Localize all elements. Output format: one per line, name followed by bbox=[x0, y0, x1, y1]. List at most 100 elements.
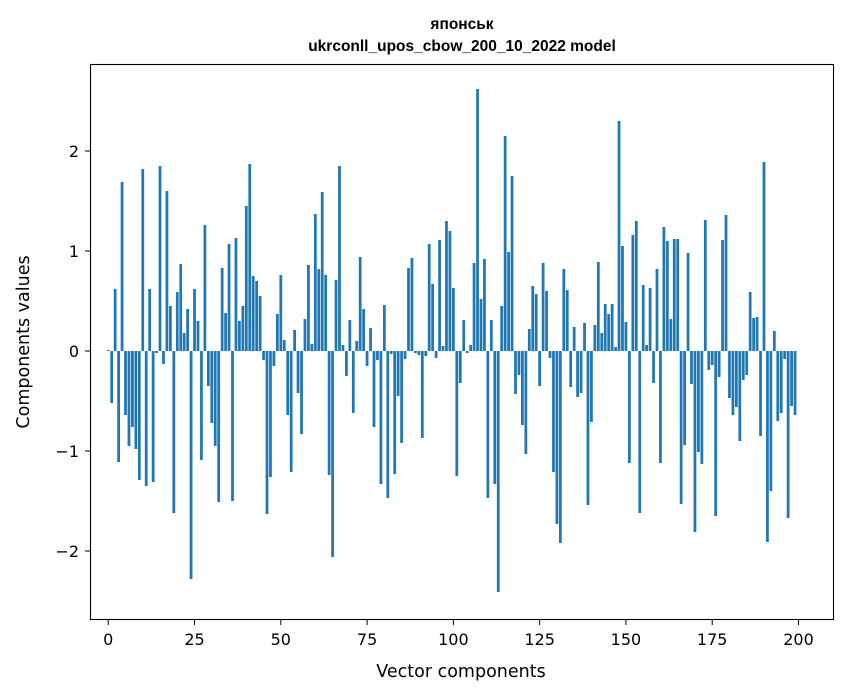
bar bbox=[714, 351, 718, 516]
bar bbox=[186, 309, 190, 351]
bar bbox=[479, 299, 483, 351]
bar bbox=[341, 345, 345, 351]
bar bbox=[524, 351, 528, 454]
bar bbox=[662, 227, 666, 351]
bar bbox=[572, 327, 576, 351]
bar bbox=[500, 306, 504, 351]
bar bbox=[334, 280, 338, 351]
bar bbox=[507, 252, 510, 351]
bar bbox=[414, 351, 417, 353]
bar bbox=[752, 318, 755, 351]
bar bbox=[476, 89, 479, 351]
bar bbox=[279, 275, 283, 351]
bar bbox=[766, 351, 769, 542]
bar bbox=[137, 351, 141, 480]
bar bbox=[262, 351, 265, 360]
bar bbox=[300, 351, 303, 434]
bar bbox=[403, 351, 407, 359]
bar bbox=[683, 351, 686, 445]
bar bbox=[700, 351, 704, 464]
bar bbox=[710, 351, 714, 365]
bar bbox=[555, 351, 559, 524]
bar bbox=[717, 351, 721, 377]
bar bbox=[151, 351, 155, 482]
bar bbox=[641, 285, 645, 351]
bar bbox=[317, 269, 321, 351]
bar bbox=[282, 340, 286, 351]
bar bbox=[227, 244, 231, 351]
bar bbox=[345, 351, 348, 376]
bar bbox=[162, 351, 165, 364]
y-tick-label: 2 bbox=[69, 142, 79, 161]
bar bbox=[679, 351, 683, 504]
x-axis-label: Vector components bbox=[376, 662, 545, 682]
bar bbox=[293, 330, 296, 351]
bar bbox=[155, 351, 158, 353]
bar bbox=[124, 351, 127, 415]
bar bbox=[244, 206, 248, 351]
bar bbox=[603, 304, 607, 351]
bar bbox=[496, 351, 500, 592]
bar bbox=[358, 257, 362, 351]
bar bbox=[172, 351, 176, 513]
bar bbox=[158, 166, 162, 351]
bar bbox=[462, 320, 466, 351]
bar bbox=[296, 351, 300, 393]
bar bbox=[231, 351, 234, 501]
bar bbox=[617, 121, 621, 351]
bar bbox=[614, 347, 617, 351]
bar bbox=[338, 166, 341, 351]
bar bbox=[762, 162, 766, 351]
bar bbox=[448, 231, 452, 351]
bar bbox=[779, 351, 783, 413]
bar bbox=[621, 246, 624, 351]
bar bbox=[565, 290, 569, 351]
bar bbox=[738, 351, 742, 441]
bar bbox=[676, 239, 680, 351]
bar bbox=[590, 351, 593, 422]
bar bbox=[600, 333, 604, 351]
chart-title: японськ bbox=[430, 16, 493, 33]
bar bbox=[517, 351, 521, 375]
bar bbox=[503, 136, 507, 351]
bar bbox=[486, 351, 490, 498]
bar bbox=[790, 351, 793, 406]
bar bbox=[165, 191, 169, 351]
bar bbox=[686, 253, 690, 351]
bar bbox=[514, 351, 517, 394]
x-tick-label: 125 bbox=[524, 630, 555, 649]
bar bbox=[583, 323, 586, 351]
bar bbox=[265, 351, 269, 514]
bar bbox=[576, 351, 579, 397]
bar bbox=[327, 351, 331, 475]
bar bbox=[483, 259, 486, 351]
bars-group bbox=[106, 89, 797, 592]
bar bbox=[645, 345, 649, 351]
bar bbox=[748, 292, 752, 351]
bar bbox=[220, 268, 224, 351]
bar bbox=[655, 269, 659, 351]
bar bbox=[407, 268, 410, 351]
bar bbox=[731, 351, 735, 415]
bar bbox=[169, 306, 172, 351]
bar bbox=[690, 351, 693, 384]
bar bbox=[427, 244, 431, 351]
bar bbox=[217, 351, 221, 502]
bar bbox=[351, 351, 355, 413]
bar bbox=[724, 215, 728, 351]
bar bbox=[120, 182, 124, 351]
bar bbox=[558, 351, 562, 543]
bar bbox=[113, 289, 117, 351]
bar bbox=[203, 225, 207, 351]
x-tick-label: 25 bbox=[184, 630, 204, 649]
bar bbox=[286, 351, 290, 415]
bar bbox=[510, 176, 514, 351]
bar bbox=[562, 269, 566, 351]
bar bbox=[275, 314, 279, 351]
bar bbox=[389, 351, 393, 354]
bar bbox=[672, 239, 676, 351]
bar bbox=[552, 351, 555, 472]
bar bbox=[400, 351, 403, 443]
plot-frame bbox=[89, 63, 835, 621]
y-tick-label: 1 bbox=[69, 242, 79, 261]
